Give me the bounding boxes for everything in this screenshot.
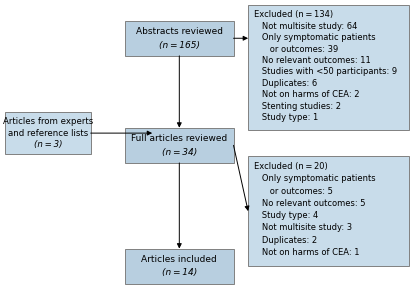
Text: and reference lists: and reference lists (8, 129, 88, 138)
Text: Articles included: Articles included (141, 255, 217, 264)
Text: (n = 34): (n = 34) (162, 147, 197, 157)
Text: Full articles reviewed: Full articles reviewed (131, 134, 227, 143)
Text: Excluded (n = 20): Excluded (n = 20) (254, 162, 328, 171)
FancyBboxPatch shape (248, 5, 409, 130)
Text: Study type: 1: Study type: 1 (254, 113, 318, 122)
Text: or outcomes: 5: or outcomes: 5 (254, 187, 333, 196)
Text: Only symptomatic patients: Only symptomatic patients (254, 33, 376, 42)
FancyBboxPatch shape (125, 21, 234, 56)
Text: Study type: 4: Study type: 4 (254, 211, 318, 220)
Text: Only symptomatic patients: Only symptomatic patients (254, 174, 376, 183)
Text: (n = 3): (n = 3) (34, 140, 62, 149)
FancyBboxPatch shape (248, 156, 409, 266)
Text: or outcomes: 39: or outcomes: 39 (254, 44, 338, 54)
FancyBboxPatch shape (125, 128, 234, 163)
Text: Not on harms of CEA: 2: Not on harms of CEA: 2 (254, 90, 359, 99)
Text: (n = 14): (n = 14) (162, 268, 197, 278)
Text: Stenting studies: 2: Stenting studies: 2 (254, 102, 341, 110)
Text: Not multisite study: 64: Not multisite study: 64 (254, 22, 357, 31)
Text: Duplicates: 6: Duplicates: 6 (254, 79, 317, 88)
Text: Articles from experts: Articles from experts (3, 117, 93, 126)
Text: Not on harms of CEA: 1: Not on harms of CEA: 1 (254, 248, 359, 257)
Text: No relevant outcomes: 11: No relevant outcomes: 11 (254, 56, 371, 65)
Text: (n = 165): (n = 165) (159, 40, 200, 50)
Text: Studies with <50 participants: 9: Studies with <50 participants: 9 (254, 67, 397, 76)
Text: No relevant outcomes: 5: No relevant outcomes: 5 (254, 199, 365, 208)
FancyBboxPatch shape (5, 113, 91, 154)
Text: Not multisite study: 3: Not multisite study: 3 (254, 223, 352, 233)
Text: Abstracts reviewed: Abstracts reviewed (136, 27, 223, 36)
FancyBboxPatch shape (125, 248, 234, 284)
Text: Excluded (n = 134): Excluded (n = 134) (254, 10, 333, 19)
Text: Duplicates: 2: Duplicates: 2 (254, 236, 317, 245)
